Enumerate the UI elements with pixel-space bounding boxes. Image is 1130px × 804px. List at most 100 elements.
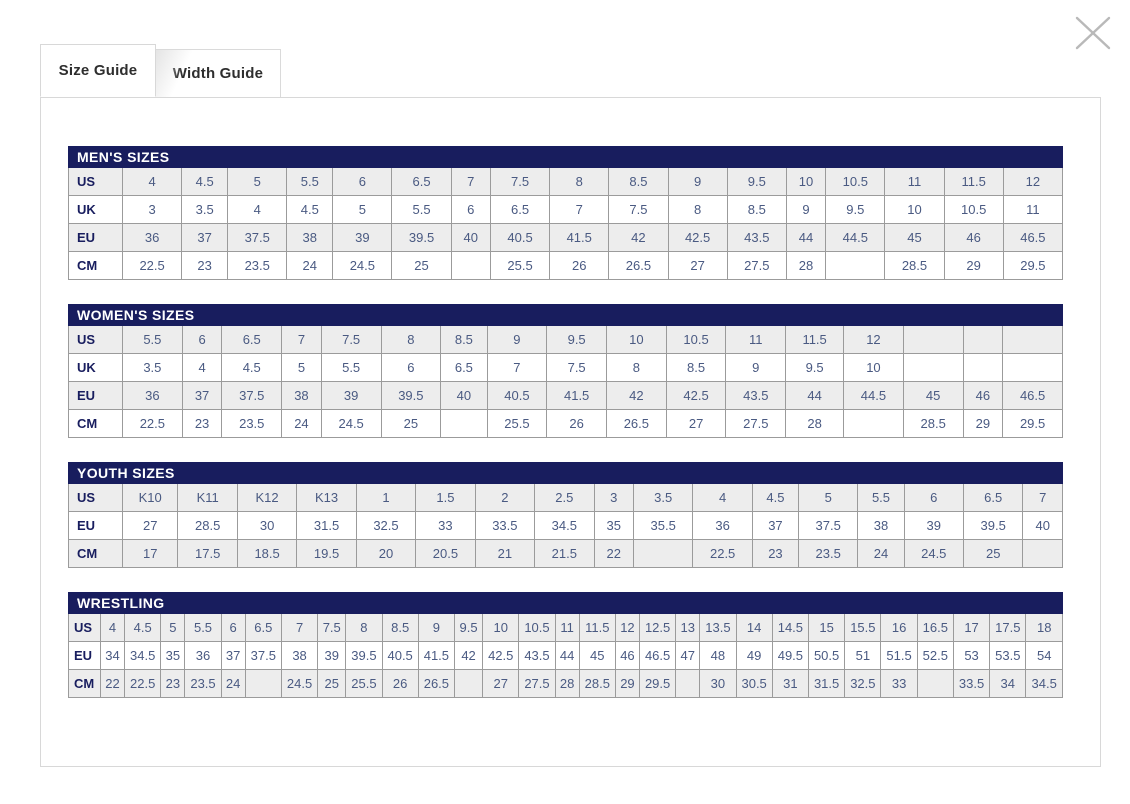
table-cell: 8.5 [608, 167, 669, 196]
header-cell [1022, 462, 1063, 484]
table-cell: 39 [317, 641, 347, 670]
table-cell: 3.5 [181, 195, 229, 224]
header-cell [725, 304, 787, 326]
header-cell [546, 304, 607, 326]
table-header-row: MEN'S SIZES [67, 146, 1064, 168]
table-cell: 36 [121, 223, 183, 252]
table-row-us: US 4 4.5 5 5.5 6 6.5 7 7.5 8 8.5 9 9.5 10 10.5 11 11.5 12… [68, 613, 1063, 642]
table-cell: 24.5 [903, 539, 964, 568]
table-cell: 5 [227, 167, 288, 196]
table-cell: 18.5 [236, 539, 298, 568]
table-cell: 37.5 [797, 511, 859, 540]
table-cell: 29 [943, 251, 1004, 280]
table-cell: 40 [1022, 511, 1063, 540]
header-cell [857, 462, 905, 484]
size-guide-modal: Size Guide Width Guide MEN'S SIZES US 4 4.5… [40, 44, 1101, 767]
header-cell [726, 146, 787, 168]
close-button[interactable] [1073, 13, 1113, 53]
size-table-mens: MEN'S SIZES US 4 4.5 5 5.5 6 6.5 7 7.5 8 8.5 9 9.5 10 1… [67, 146, 1064, 280]
table-cell: 9.5 [825, 195, 886, 224]
table-row-cm: CM 22 22.5 23 23.5 24 24.5 25 25.5 26 26.5 27 27.5 28… [68, 669, 1063, 698]
table-cell: 6.5 [244, 613, 282, 642]
table-cell: 34.5 [124, 641, 162, 670]
size-table-youth: YOUTH SIZES US K10 K11 K12 K13 1 1.5 2 2.5 3 3.5 4 4.… [67, 462, 1063, 568]
table-cell: 36 [122, 381, 183, 410]
table-cell: 13.5 [699, 613, 737, 642]
table-cell: 18 [1025, 613, 1063, 642]
header-cell [638, 592, 677, 614]
table-cell: 46 [943, 223, 1004, 252]
table-cell: 23 [181, 409, 223, 438]
table-title: WOMEN'S SIZES [67, 304, 283, 326]
table-row-cm: CM 17 17.5 18.5 19.5 20 20.5 21 21.5 22 22.5 23 23.5… [68, 539, 1063, 568]
table-cell: 33.5 [474, 511, 536, 540]
table-cell: 43.5 [726, 223, 787, 252]
table-cell: 22 [593, 539, 634, 568]
table-cell: 34.5 [534, 511, 595, 540]
table-cell: 27.5 [518, 669, 556, 698]
table-cell [450, 251, 491, 280]
header-cell [675, 592, 701, 614]
table-row-uk: UK 3.5 4 4.5 5 5.5 6 6.5 7 7.5 8 8.5 9 9.5 10 [68, 353, 1063, 382]
header-cell [184, 592, 222, 614]
table-cell: 44 [554, 641, 580, 670]
header-cell [320, 304, 382, 326]
table-cell: 8 [549, 167, 610, 196]
table-cell: 20 [355, 539, 417, 568]
header-cell [391, 146, 452, 168]
table-cell: 38 [280, 641, 319, 670]
header-cell [699, 592, 737, 614]
table-cell: 6 [903, 483, 964, 512]
table-cell: 42 [608, 223, 669, 252]
table-row-eu: EU 36 37 37.5 38 39 39.5 40 40.5 41.5 42 42.5 43.5 44… [68, 381, 1063, 410]
table-cell: 14 [735, 613, 773, 642]
row-label: US [68, 483, 123, 512]
table-cell: 26.5 [606, 409, 667, 438]
table-cell [962, 353, 1004, 382]
table-cell: 17 [121, 539, 179, 568]
table-cell: 4 [181, 353, 223, 382]
table-cell: 35 [593, 511, 634, 540]
table-cell: 47 [675, 641, 701, 670]
header-cell [417, 592, 456, 614]
table-cell: 10.5 [943, 195, 1004, 224]
table-cell: 4.5 [124, 613, 162, 642]
header-cell [453, 592, 484, 614]
table-cell: 53 [952, 641, 991, 670]
header-cell [606, 304, 667, 326]
header-cell [593, 462, 634, 484]
table-cell: 33 [415, 511, 476, 540]
header-cell [286, 146, 334, 168]
table-cell: 7.5 [489, 167, 551, 196]
table-cell: 11 [554, 613, 580, 642]
table-cell: 12 [843, 325, 904, 354]
table-cell: 7 [549, 195, 610, 224]
table-cell: 7 [486, 353, 548, 382]
row-label: CM [68, 669, 101, 698]
table-cell [675, 669, 701, 698]
header-cell [825, 146, 886, 168]
header-cell [1025, 592, 1063, 614]
tab-size-guide-label: Size Guide [58, 62, 138, 79]
size-table-womens: WOMEN'S SIZES US 5.5 6 6.5 7 7.5 8 8.5 9 9.5 10 10.5… [67, 304, 1063, 438]
table-cell: 5.5 [122, 325, 183, 354]
table-cell: 53.5 [989, 641, 1027, 670]
size-tables: MEN'S SIZES US 4 4.5 5 5.5 6 6.5 7 7.5 8 8.5 9 9.5 10 1… [67, 146, 1064, 698]
table-cell: 51.5 [880, 641, 918, 670]
row-label: US [68, 325, 123, 354]
table-cell: 16 [880, 613, 918, 642]
table-cell: 11 [725, 325, 787, 354]
table-cell: 3 [121, 195, 183, 224]
tab-size-guide[interactable]: Size Guide [40, 44, 156, 97]
tab-width-guide[interactable]: Width Guide [156, 49, 281, 97]
table-cell: 6.5 [962, 483, 1024, 512]
table-cell: 17.5 [989, 613, 1027, 642]
table-cell [440, 409, 488, 438]
table-cell: 27 [667, 251, 728, 280]
table-cell: 8 [345, 613, 383, 642]
table-cell: 11 [1002, 195, 1064, 224]
table-cell: 44.5 [843, 381, 904, 410]
table-cell: 25 [391, 251, 452, 280]
header-cell [518, 592, 556, 614]
table-cell: 8 [667, 195, 728, 224]
